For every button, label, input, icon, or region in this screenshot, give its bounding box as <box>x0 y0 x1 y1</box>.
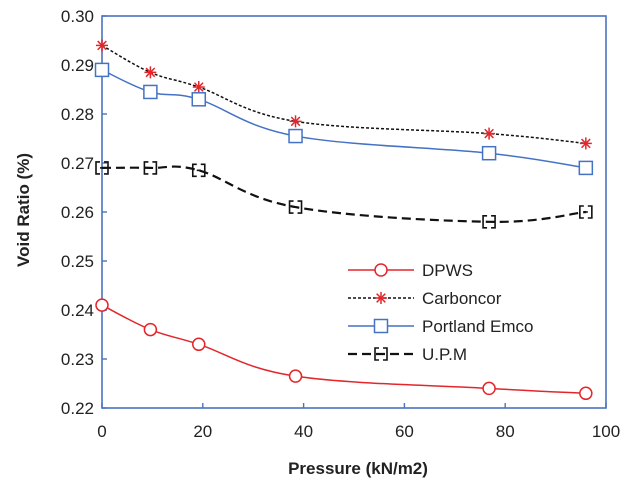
portland-emco-marker <box>481 145 497 161</box>
portland-emco-marker <box>191 92 207 107</box>
carboncor-marker <box>375 292 387 304</box>
bracket-right <box>297 200 303 214</box>
carboncor-marker <box>96 39 108 52</box>
carboncor-marker <box>289 115 302 128</box>
asterisk-stroke <box>376 293 386 303</box>
bracket-left <box>143 161 149 175</box>
series-carboncor <box>96 39 592 150</box>
asterisk-stroke <box>193 82 204 92</box>
bracket-right <box>587 205 593 219</box>
series-line-u-p-m <box>101 165 586 223</box>
bracket-left <box>191 163 197 178</box>
bracket-left <box>579 205 584 219</box>
asterisk-stroke <box>145 67 156 78</box>
legend-label-u-p-m: U.P.M <box>422 345 467 364</box>
x-tick-label: 80 <box>496 422 515 441</box>
y-tick-label: 0.23 <box>61 350 94 369</box>
legend: DPWS Carboncor Portland Emco U.P.M <box>348 261 534 364</box>
y-tick-label: 0.28 <box>61 105 94 124</box>
legend-label-portland-emco: Portland Emco <box>422 317 534 336</box>
x-tick-label: 0 <box>97 422 106 441</box>
y-tick-label: 0.25 <box>61 252 94 271</box>
series-u-p-m <box>95 161 593 229</box>
bracket-left <box>482 215 488 229</box>
dpws-marker <box>579 386 593 401</box>
asterisk-stroke <box>97 40 107 51</box>
y-tick-label: 0.30 <box>61 7 94 26</box>
u-p-m-marker <box>191 163 206 178</box>
y-tick-label: 0.27 <box>61 154 94 173</box>
x-tick-label: 100 <box>592 422 620 441</box>
asterisk-stroke <box>580 138 591 149</box>
u-p-m-marker <box>288 200 303 214</box>
y-tick-label: 0.29 <box>61 56 94 75</box>
portland-emco-marker <box>94 62 110 78</box>
bracket-right <box>383 347 388 361</box>
u-p-m-marker <box>95 161 109 175</box>
x-tick-label: 20 <box>193 422 212 441</box>
dpws-marker <box>374 263 388 277</box>
dpws-marker <box>95 298 109 312</box>
x-axis-title: Pressure (kN/m2) <box>288 459 428 478</box>
plot-frame <box>101 15 607 409</box>
asterisk-stroke <box>290 116 301 127</box>
portland-emco-marker <box>373 318 389 334</box>
axes: 0.22 0.23 0.24 0.25 0.26 0.27 0.28 0.29 0.30 0 20 4… <box>61 7 620 441</box>
legend-item-portland-emco: Portland Emco <box>348 317 534 336</box>
u-p-m-marker <box>143 161 158 175</box>
series-layer <box>94 39 594 401</box>
carboncor-marker <box>579 137 592 150</box>
portland-emco-marker <box>143 84 158 100</box>
legend-item-dpws: DPWS <box>348 261 473 280</box>
bracket-right <box>200 163 206 178</box>
series-dpws <box>95 298 593 401</box>
x-tick-label: 40 <box>294 422 313 441</box>
bracket-left <box>374 347 379 361</box>
carboncor-marker <box>483 127 496 140</box>
bracket-right <box>104 161 109 175</box>
dpws-marker <box>482 381 496 396</box>
series-line-portland-emco <box>101 69 586 169</box>
bracket-right <box>491 215 496 229</box>
carboncor-marker <box>144 66 157 79</box>
portland-emco-marker <box>288 128 303 144</box>
carboncor-marker <box>192 81 205 94</box>
u-p-m-marker <box>374 347 388 361</box>
dpws-marker <box>192 337 206 352</box>
bracket-left <box>288 200 294 214</box>
dpws-marker <box>143 322 158 337</box>
u-p-m-marker <box>482 215 496 229</box>
legend-label-dpws: DPWS <box>422 261 473 280</box>
bracket-left <box>95 161 100 175</box>
legend-item-u-p-m: U.P.M <box>348 345 467 364</box>
asterisk-stroke <box>484 128 494 139</box>
x-tick-label: 60 <box>395 422 414 441</box>
portland-emco-marker <box>578 160 594 176</box>
legend-label-carboncor: Carboncor <box>422 289 502 308</box>
legend-item-carboncor: Carboncor <box>348 289 502 308</box>
y-tick-label: 0.26 <box>61 203 94 222</box>
bracket-right <box>152 161 158 175</box>
dpws-marker <box>288 369 303 383</box>
y-tick-label: 0.24 <box>61 301 94 320</box>
y-tick-label: 0.22 <box>61 399 94 418</box>
u-p-m-marker <box>579 205 593 219</box>
y-axis-title: Void Ratio (%) <box>14 153 33 267</box>
series-portland-emco <box>94 62 594 176</box>
